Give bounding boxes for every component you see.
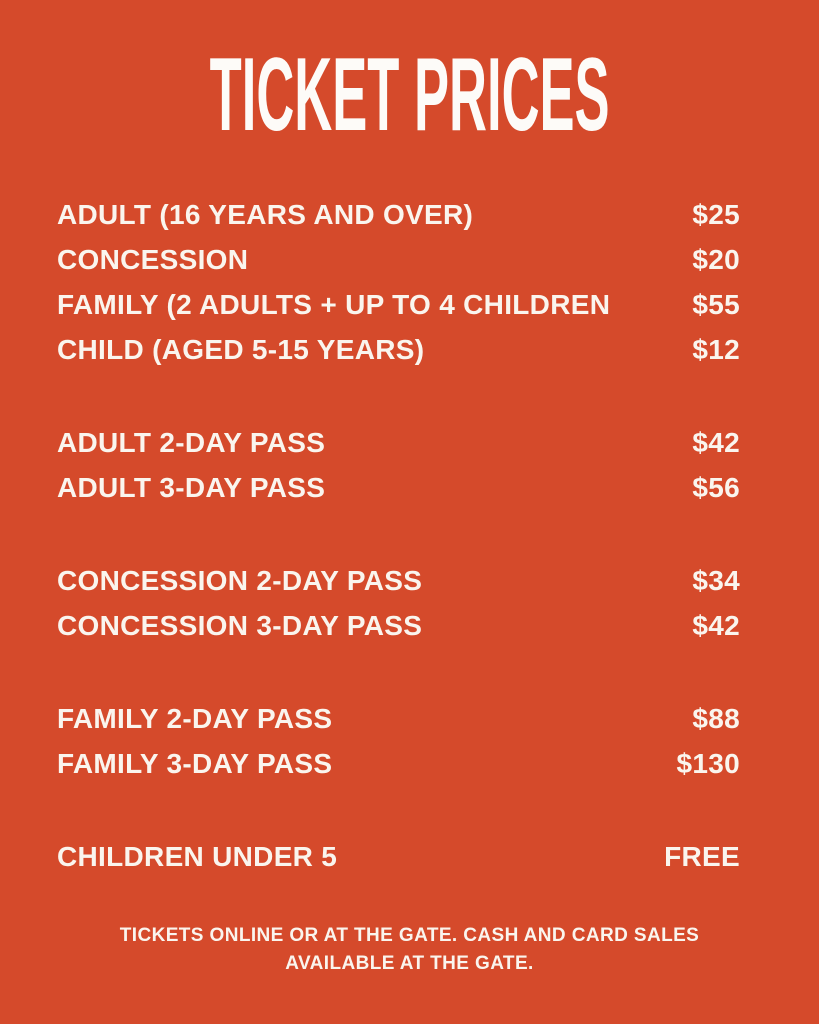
- price-row-label: CONCESSION 3-DAY PASS: [57, 609, 423, 641]
- price-row: CONCESSION $20: [57, 237, 740, 282]
- price-row-label: CONCESSION 2-DAY PASS: [57, 564, 423, 596]
- footer-note-line-1: TICKETS ONLINE OR AT THE GATE. CASH AND …: [119, 925, 700, 946]
- price-row-value: $42: [692, 609, 740, 641]
- price-row-value: $34: [692, 564, 740, 596]
- price-row-label: FAMILY 2-DAY PASS: [57, 702, 333, 734]
- price-group-adult-passes: ADULT 2-DAY PASS $42 ADULT 3-DAY PASS $5…: [57, 420, 740, 510]
- price-row: CONCESSION 3-DAY PASS $42: [57, 603, 740, 648]
- price-row-label: ADULT 2-DAY PASS: [57, 426, 326, 458]
- price-row: ADULT (16 YEARS AND OVER) $25: [57, 192, 740, 237]
- price-row: ADULT 2-DAY PASS $42: [57, 420, 740, 465]
- poster-header: TICKET PRICES: [0, 20, 819, 170]
- footer-note-line-2: AVAILABLE AT THE GATE.: [285, 953, 534, 974]
- price-row-value: $42: [692, 426, 740, 458]
- price-row-label: ADULT 3-DAY PASS: [57, 471, 326, 503]
- footer-note: TICKETS ONLINE OR AT THE GATE. CASH AND …: [0, 922, 819, 978]
- price-row: CHILD (AGED 5-15 YEARS) $12: [57, 327, 740, 372]
- page-title: TICKET PRICES: [209, 36, 610, 153]
- price-row-label: CHILD (AGED 5-15 YEARS): [57, 333, 425, 365]
- price-row: FAMILY (2 ADULTS + UP TO 4 CHILDREN $55: [57, 282, 740, 327]
- price-group-concession-passes: CONCESSION 2-DAY PASS $34 CONCESSION 3-D…: [57, 558, 740, 648]
- price-row: CHILDREN UNDER 5 FREE: [57, 834, 740, 879]
- price-row-value: $56: [692, 471, 740, 503]
- price-group-under-5: CHILDREN UNDER 5 FREE: [57, 834, 740, 879]
- price-row: ADULT 3-DAY PASS $56: [57, 465, 740, 510]
- price-row: FAMILY 2-DAY PASS $88: [57, 696, 740, 741]
- price-group-family-passes: FAMILY 2-DAY PASS $88 FAMILY 3-DAY PASS …: [57, 696, 740, 786]
- price-row-value: $20: [692, 243, 740, 275]
- price-group-general: ADULT (16 YEARS AND OVER) $25 CONCESSION…: [57, 192, 740, 372]
- price-row-value: FREE: [664, 840, 740, 872]
- price-row-value: $55: [692, 288, 740, 320]
- price-row-label: FAMILY (2 ADULTS + UP TO 4 CHILDREN: [57, 288, 611, 320]
- price-row-value: $25: [692, 198, 740, 230]
- price-row-value: $88: [692, 702, 740, 734]
- price-row-value: $12: [692, 333, 740, 365]
- price-row-label: FAMILY 3-DAY PASS: [57, 747, 333, 779]
- price-row-label: CONCESSION: [57, 243, 249, 275]
- price-row: CONCESSION 2-DAY PASS $34: [57, 558, 740, 603]
- price-row-label: CHILDREN UNDER 5: [57, 840, 338, 872]
- price-row: FAMILY 3-DAY PASS $130: [57, 741, 740, 786]
- price-row-value: $130: [676, 747, 740, 779]
- price-list: ADULT (16 YEARS AND OVER) $25 CONCESSION…: [57, 192, 740, 879]
- price-row-label: ADULT (16 YEARS AND OVER): [57, 198, 474, 230]
